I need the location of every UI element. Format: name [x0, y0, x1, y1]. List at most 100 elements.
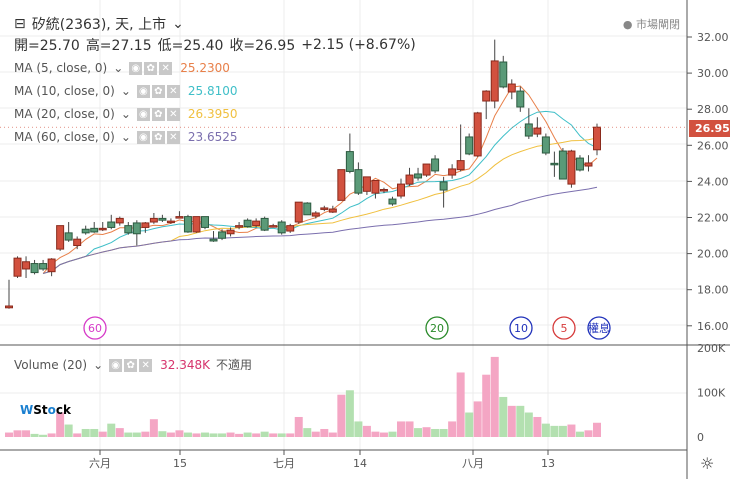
gear-icon[interactable]: ✿ [151, 131, 165, 144]
gear-icon[interactable]: ✿ [151, 85, 165, 98]
volume-bar [524, 412, 533, 437]
volume-tick-label: 0 [697, 431, 704, 444]
ma-label[interactable]: MA (10, close, 0) [14, 83, 115, 98]
volume-tick-label: 100K [697, 387, 726, 400]
chevron-down-icon[interactable]: ⌄ [120, 129, 131, 144]
chevron-down-icon[interactable]: ⌄ [120, 106, 131, 121]
candle-body [269, 225, 278, 228]
settings-gear-icon[interactable]: ☼ [700, 454, 715, 473]
market-status-text: 市場閘閉 [636, 18, 680, 31]
volume-bar [183, 432, 192, 437]
candle-body [166, 220, 175, 224]
candle-body [567, 150, 576, 185]
volume-bar [294, 416, 303, 437]
candle-body [490, 60, 499, 102]
volume-bar [56, 412, 65, 437]
candle-body [286, 225, 295, 232]
ma-value: 26.3950 [187, 106, 238, 121]
candle-body [575, 157, 584, 171]
volume-label[interactable]: Volume (20) [14, 357, 88, 372]
candle-body [149, 217, 158, 223]
candle-body [541, 136, 550, 154]
candle-body [422, 163, 431, 176]
gear-icon[interactable]: ✿ [124, 359, 138, 372]
candle-body [218, 231, 227, 239]
volume-bar [192, 433, 201, 437]
volume-bar [354, 421, 363, 437]
candle-body [260, 217, 269, 231]
ma-label[interactable]: MA (20, close, 0) [14, 106, 115, 121]
candle-body [39, 263, 48, 270]
volume-bar [448, 421, 457, 437]
volume-bar [30, 433, 39, 437]
candle-body [593, 126, 601, 151]
candle-body [81, 228, 90, 234]
chevron-down-icon[interactable]: ⌄ [113, 60, 124, 75]
eye-icon[interactable]: ◉ [129, 62, 143, 75]
volume-bar [269, 433, 278, 437]
price-tick-label: 16.00 [697, 320, 729, 333]
volume-bar [115, 428, 124, 437]
low-value: 低=25.40 [157, 38, 224, 54]
event-marker-label: 60 [88, 322, 102, 335]
volume-bar [132, 432, 141, 437]
candle-body [13, 257, 22, 277]
close-icon[interactable]: ✕ [159, 62, 173, 75]
close-icon[interactable]: ✕ [139, 359, 153, 372]
volume-bar [90, 428, 99, 437]
close-icon[interactable]: ✕ [166, 131, 180, 144]
chevron-down-icon[interactable]: ⌄ [93, 357, 104, 372]
eye-icon[interactable]: ◉ [109, 359, 123, 372]
candle-body [584, 162, 593, 167]
candle-body [132, 222, 141, 235]
candle-body [209, 238, 218, 242]
symbol-title[interactable]: ⊟ 矽統(2363), 天, 上市 ⌄ [14, 16, 184, 33]
volume-bar [482, 374, 491, 437]
price-tick-label: 28.00 [697, 103, 729, 116]
close-icon[interactable]: ✕ [166, 85, 180, 98]
volume-bar [226, 432, 235, 437]
chevron-down-icon[interactable]: ⌄ [120, 83, 131, 98]
candle-body [201, 216, 209, 228]
volume-bar [218, 433, 227, 437]
candle-body [175, 216, 184, 219]
volume-bar [490, 356, 499, 437]
candle-body [115, 217, 124, 224]
event-marker [425, 316, 449, 340]
collapse-icon[interactable]: ⊟ [14, 16, 26, 32]
volume-bar [593, 422, 601, 437]
candle-body [320, 207, 329, 210]
volume-bar [422, 427, 431, 437]
event-marker [587, 316, 611, 340]
volume-bar [320, 428, 329, 437]
volume-bar [175, 430, 184, 437]
volume-note: 不適用 [216, 358, 253, 372]
eye-icon[interactable]: ◉ [136, 131, 150, 144]
volume-bar [141, 431, 150, 437]
ma-value: 23.6525 [187, 129, 238, 144]
volume-bar [13, 430, 22, 437]
volume-bar [550, 425, 559, 437]
candle-body [98, 227, 107, 231]
volume-bar [64, 424, 73, 437]
volume-bar [277, 433, 286, 437]
gear-icon[interactable]: ✿ [144, 62, 158, 75]
ma-label[interactable]: MA (5, close, 0) [14, 60, 108, 75]
eye-icon[interactable]: ◉ [136, 85, 150, 98]
candle-body [516, 90, 525, 108]
candle-body [507, 83, 516, 93]
chevron-down-icon[interactable]: ⌄ [172, 16, 184, 32]
close-icon[interactable]: ✕ [166, 108, 180, 121]
event-marker-label: 5 [561, 322, 568, 335]
candle-body [473, 112, 482, 157]
gear-icon[interactable]: ✿ [151, 108, 165, 121]
ma-label[interactable]: MA (60, close, 0) [14, 129, 115, 144]
time-tick-label: 七月 [273, 457, 295, 470]
volume-bar [473, 401, 482, 437]
volume-bar [379, 432, 388, 437]
volume-bar [47, 433, 56, 437]
eye-icon[interactable]: ◉ [136, 108, 150, 121]
candle-body [414, 173, 423, 179]
volume-bar [345, 390, 354, 437]
